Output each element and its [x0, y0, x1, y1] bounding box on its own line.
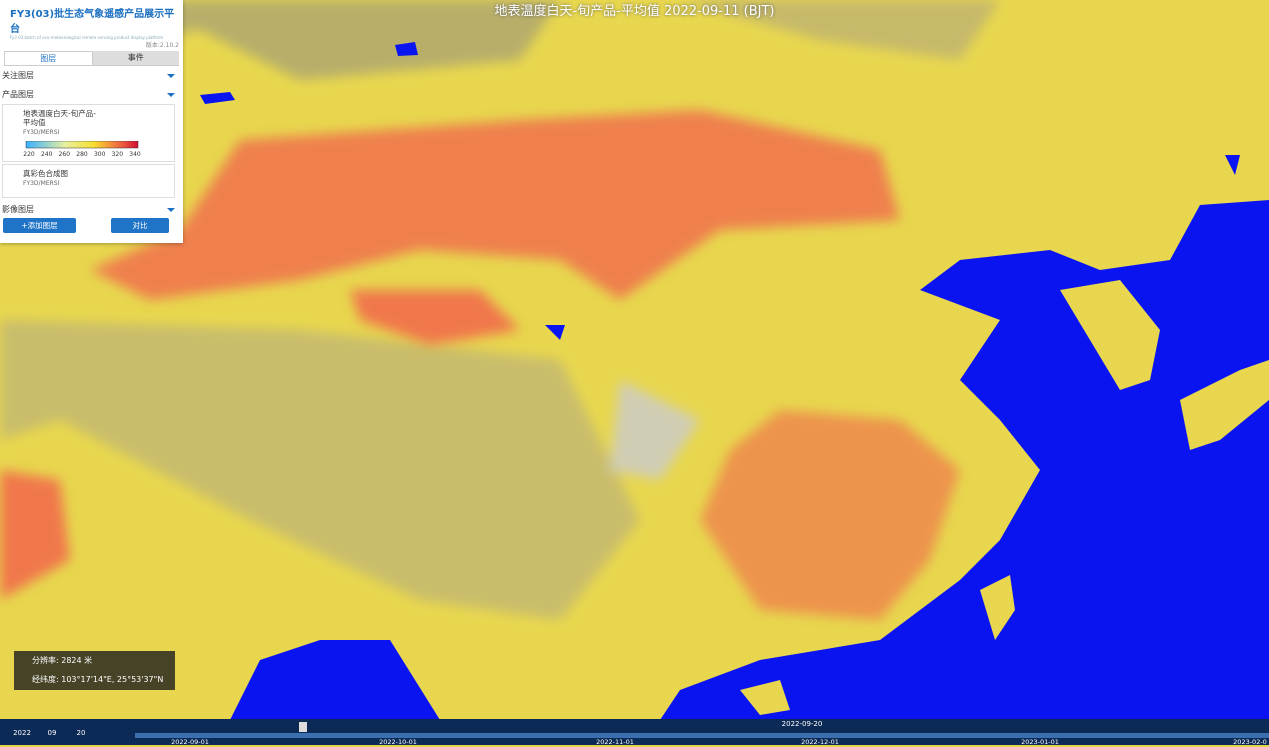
layer-card[interactable]: 真彩色合成图 FY3D/MERSI [2, 164, 175, 198]
layer-source: FY3D/MERSI [23, 129, 60, 136]
map-title: 地表温度白天-旬产品-平均值 2022-09-11 (BJT) [494, 4, 775, 19]
tabs: 图层 事件 [4, 51, 179, 66]
section[interactable]: 影像图层 [0, 200, 183, 219]
compare-button[interactable]: 对比 [111, 218, 169, 233]
resolution: 2824 米 [61, 656, 93, 665]
legend-tick-label: 220 [23, 151, 35, 158]
map[interactable] [0, 0, 1269, 720]
version: 版本:2.10.2 [145, 42, 179, 49]
timeline-date: 2023-02-0 [1233, 738, 1267, 745]
layer-name: 地表温度白天-旬产品-平均值 [23, 109, 96, 127]
tab[interactable]: 事件 [92, 51, 179, 65]
layer-name: 真彩色合成图 [23, 169, 68, 178]
resolution-label: 分辨率: [32, 656, 59, 665]
timeline-date: 2022-11-01 [596, 738, 634, 745]
timeline-date: 2022-10-01 [379, 738, 417, 745]
coord-label: 经纬度: [32, 675, 59, 684]
hot-area [0, 110, 960, 620]
app-title: FY3(03)批生态气象遥感产品展示平台 [10, 9, 175, 35]
tab[interactable]: 图层 [4, 51, 93, 65]
layer-panel: FY3(03)批生态气象遥感产品展示平台 Fy3 03 batch of eco… [0, 0, 183, 243]
section[interactable]: 关注图层 [0, 66, 183, 85]
timeline-date: 2022-09-01 [171, 738, 209, 745]
layer-source: FY3D/MERSI [23, 180, 60, 187]
legend-tick-label: 240 [41, 151, 53, 158]
month[interactable]: 09 [48, 729, 57, 737]
timeline-date: 2022-12-01 [801, 738, 839, 745]
add-layer-button[interactable]: +添加图层 [3, 218, 76, 233]
layer-card[interactable]: 地表温度白天-旬产品-平均值 FY3D/MERSI 220 240 260 280 300… [2, 104, 175, 162]
coord: 103°17'14"E, 25°53'37"N [61, 675, 164, 684]
timeline-date: 2023-01-01 [1021, 738, 1059, 745]
legend-tick-label: 260 [59, 151, 71, 158]
legend-tick-label: 320 [112, 151, 124, 158]
timeline-track [135, 733, 1269, 738]
colorbar: 220 240 260 280 300 320 340 [23, 141, 141, 158]
colorbar-ramp [25, 141, 139, 149]
legend-tick-label: 340 [129, 151, 141, 158]
legend-tick-label: 280 [76, 151, 88, 158]
timeline-handle[interactable] [299, 722, 307, 732]
timeline-axis[interactable]: 2022 09 20 2022-09-20 2022-09-01 2022-10-… [0, 719, 1269, 746]
legend-tick-label: 300 [94, 151, 106, 158]
timeline: 2022 09 20 2022-09-20 2022-09-01 2022-10-… [0, 719, 1269, 746]
day[interactable]: 20 [77, 729, 86, 737]
info-box: 分辨率: 2824 米 经纬度: 103°17'14"E, 25°53'37"N [14, 651, 175, 690]
water [200, 42, 1269, 720]
year[interactable]: 2022 [13, 729, 31, 737]
section[interactable]: 产品图层 [0, 85, 183, 104]
app-subtitle: Fy3 03 batch of eco-meteorological remot… [10, 35, 164, 40]
current-date: 2022-09-20 [782, 720, 823, 728]
